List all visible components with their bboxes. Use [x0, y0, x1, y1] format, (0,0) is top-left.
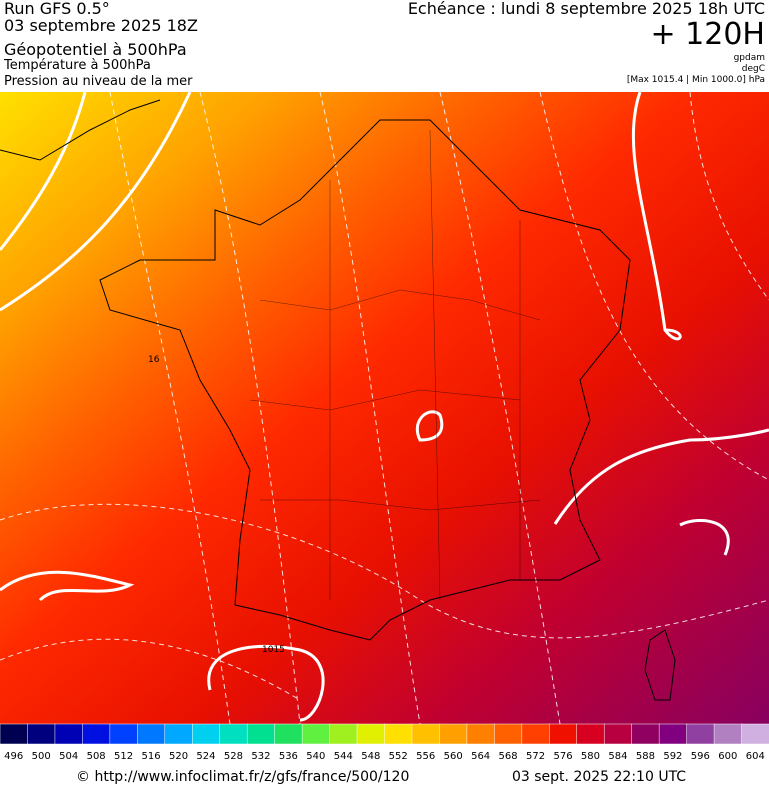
colorbar-swatch — [521, 723, 551, 745]
colorbar-label: 548 — [361, 751, 380, 762]
colorbar-label: 592 — [663, 751, 682, 762]
colorbar-swatch — [274, 723, 303, 745]
run: Run GFS 0.5° — [4, 0, 110, 18]
colorbar-swatch — [603, 723, 633, 745]
unit: gpdam — [734, 53, 765, 63]
colorbar-swatch — [686, 723, 715, 745]
colorbar-label: 500 — [32, 751, 51, 762]
regions — [249, 129, 541, 601]
colorbar-label: 584 — [608, 751, 627, 762]
header: Run GFS 0.5° 03 septembre 2025 18Z Géopo… — [3, 0, 765, 89]
generated: 03 sept. 2025 22:10 UTC — [512, 769, 686, 785]
colorbar-label: 552 — [389, 751, 408, 762]
colorbar-label: 512 — [114, 751, 133, 762]
colorbar-swatch — [219, 723, 248, 745]
colorbar-label: 596 — [691, 751, 710, 762]
colorbar-label: 520 — [169, 751, 188, 762]
colorbar-label: 532 — [251, 751, 270, 762]
forecast: Echéance : lundi 8 septembre 2025 18h UT… — [408, 0, 765, 18]
colorbar-swatch — [466, 723, 496, 745]
pressure-range: [Max 1015.4 | Min 1000.0] hPa — [627, 75, 765, 85]
colorbar-label: 600 — [718, 751, 737, 762]
colorbar-swatch — [741, 723, 769, 745]
colorbar-label: 528 — [224, 751, 243, 762]
colorbar-label: 568 — [499, 751, 518, 762]
colorbar-label: 588 — [636, 751, 655, 762]
colorbar-label: 564 — [471, 751, 490, 762]
colorbar-swatch — [137, 723, 166, 745]
field3: Pression au niveau de la mer — [4, 74, 193, 89]
lead-time: + 120H — [651, 17, 766, 52]
colorbar-label: 536 — [279, 751, 298, 762]
colorbar-label: 560 — [444, 751, 463, 762]
source: © http://www.infoclimat.fr/z/gfs/france/… — [76, 769, 409, 785]
colorbar-label: 524 — [196, 751, 215, 762]
colorbar-swatch — [411, 723, 441, 745]
colorbar-swatch — [82, 723, 111, 745]
field2: Température à 500hPa — [3, 58, 151, 73]
colorbar-label: 576 — [553, 751, 572, 762]
colorbar-label: 580 — [581, 751, 600, 762]
colorbar-label: 504 — [59, 751, 78, 762]
colorbar-swatch — [439, 723, 468, 745]
coastline — [0, 99, 676, 701]
isobars — [0, 91, 769, 722]
colorbar-swatch — [164, 723, 194, 745]
colorbar-label: 556 — [416, 751, 435, 762]
colorbar-label: 516 — [142, 751, 161, 762]
colorbar-label: 572 — [526, 751, 545, 762]
colorbar-label: 604 — [746, 751, 765, 762]
temperature-contours — [0, 91, 769, 725]
colorbar-swatch — [246, 723, 276, 745]
colorbar-swatch — [109, 723, 139, 745]
colorbar-swatch — [494, 723, 523, 745]
colorbar-swatch — [54, 723, 84, 745]
map: 16 1015 — [0, 91, 769, 725]
colorbar-label: 540 — [306, 751, 325, 762]
colorbar-swatch — [576, 723, 605, 745]
run-date: 03 septembre 2025 18Z — [4, 16, 198, 35]
field-shading — [0, 92, 769, 724]
colorbar: 496 500 504 508 512 516 520 524 528 532 536 540 544 5… — [0, 723, 769, 762]
colorbar-swatch — [27, 723, 56, 745]
colorbar-label: 496 — [4, 751, 23, 762]
colorbar-swatch — [549, 723, 578, 745]
colorbar-swatch — [301, 723, 331, 745]
colorbar-swatch — [329, 723, 358, 745]
colorbar-swatch — [0, 723, 29, 745]
field: Géopotentiel à 500hPa — [4, 40, 187, 59]
contour-label: 1015 — [262, 645, 285, 655]
unit: degC — [742, 64, 765, 74]
colorbar-swatch — [631, 723, 660, 745]
colorbar-swatch — [384, 723, 413, 745]
colorbar-swatch — [356, 723, 386, 745]
colorbar-label: 544 — [334, 751, 353, 762]
footer: © http://www.infoclimat.fr/z/gfs/france/… — [76, 769, 686, 785]
contour-label: 16 — [148, 355, 160, 365]
colorbar-swatch — [192, 723, 221, 745]
colorbar-swatch — [713, 723, 743, 745]
colorbar-label: 508 — [87, 751, 106, 762]
colorbar-swatch — [658, 723, 688, 745]
